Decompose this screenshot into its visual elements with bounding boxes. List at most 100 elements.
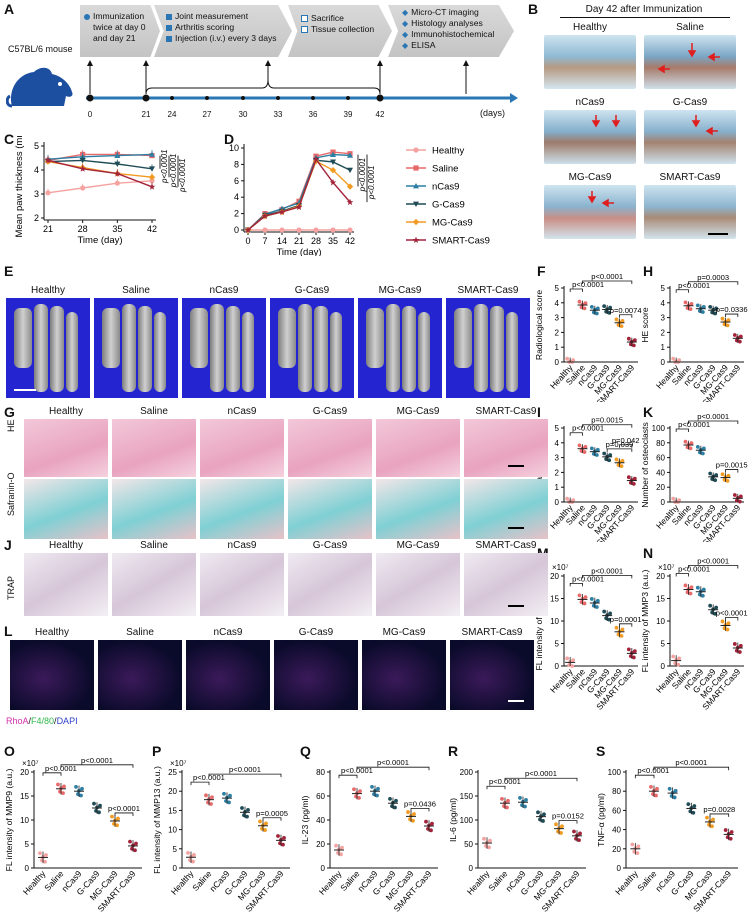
point-ncas9: [347, 152, 353, 158]
y-tick-label: 60: [656, 454, 665, 463]
timeline-tick-27: 27: [202, 110, 212, 119]
bone-shape: [138, 306, 152, 392]
data-point-ncas9: [79, 793, 83, 798]
histo-label-saline: Saline: [140, 406, 168, 417]
y-tick-label: 4: [555, 299, 560, 308]
data-point-smart-cas9: [737, 650, 742, 654]
data-point-g-cas9: [713, 611, 718, 616]
data-point-saline: [209, 802, 213, 806]
point-ncas9: [114, 152, 121, 158]
y-tick-label: 2: [34, 213, 39, 223]
data-point-smart-cas9: [626, 475, 631, 480]
y-axis-label: HE score: [640, 307, 650, 343]
significance-bracket: [208, 773, 282, 778]
y-tick-label: 15: [168, 806, 177, 815]
panel-label-n: N: [643, 545, 654, 561]
point-g-cas9: [347, 167, 353, 174]
data-point-ncas9: [375, 793, 379, 798]
significance-bracket: [569, 432, 583, 436]
y-tick-label: 20: [612, 845, 621, 854]
y-tick-label: 60: [612, 806, 621, 815]
point-mg-cas9: [329, 166, 337, 174]
significance-bracket: [338, 774, 358, 779]
data-point-smart-cas9: [424, 819, 428, 824]
y-tick-label: 0: [555, 662, 560, 671]
panel-label-j: J: [4, 537, 12, 553]
significance-bracket: [582, 424, 633, 428]
panel-label-g: G: [4, 404, 15, 420]
data-point-g-cas9: [692, 804, 697, 808]
data-point-smart-cas9: [276, 834, 280, 838]
y-tick-label: 10: [20, 816, 29, 825]
bone-shape: [122, 304, 136, 392]
significance-bracket: [60, 764, 134, 768]
data-point-smart-cas9: [578, 831, 582, 836]
mouse-label: C57BL/6 mouse: [8, 44, 73, 54]
photo-label-healthy: Healthy: [573, 22, 607, 33]
timeline-axis: [86, 60, 518, 103]
y-tick-label: 80: [316, 768, 325, 777]
data-point-g-cas9: [686, 802, 691, 807]
data-point-ncas9: [594, 453, 599, 457]
significance-bracket: [725, 617, 739, 621]
chart-legend: Healthy Saline nCas9 G-Cas9 MG-Cas9 SMART-Cas…: [406, 146, 490, 247]
data-point-ncas9: [589, 597, 594, 601]
data-point-saline: [654, 793, 658, 798]
p-value-label: p<0.0001: [358, 158, 367, 193]
scale-bar-j: [508, 605, 524, 607]
histo-label-mg-cas9: MG-Cas9: [396, 406, 440, 417]
y-tick-label: 25: [168, 768, 177, 777]
chart-p: 0 5 10 15 20 25×10⁷ FL intensity of MMP13 (a.u…: [152, 759, 290, 914]
data-point-ncas9: [700, 310, 705, 314]
fluorescence-healthy: [10, 640, 94, 710]
y-axis-label: Arthritis index: [222, 160, 225, 218]
y-tick-label: 20: [656, 572, 665, 581]
trap-stain-saline: [112, 553, 196, 616]
data-point-mg-cas9: [620, 459, 625, 463]
x-tick-label: 21: [43, 224, 53, 234]
bone-shape: [226, 306, 240, 392]
fl-label-saline: Saline: [126, 627, 154, 638]
data-point-mg-cas9: [264, 821, 268, 826]
series-line-smart-cas9: [47, 159, 153, 188]
y-tick-label: 6: [234, 176, 239, 186]
panel-label-q: Q: [300, 743, 311, 759]
p-value-label: p=0.0001: [610, 615, 642, 624]
data-point-healthy: [44, 853, 48, 857]
data-point-healthy: [334, 843, 338, 848]
point-smart-cas9: [329, 179, 337, 186]
data-point-healthy: [671, 356, 676, 361]
p-value-label: p<0.0001: [697, 412, 729, 421]
data-point-g-cas9: [714, 306, 719, 311]
trap-stain-healthy: [24, 553, 108, 616]
data-point-g-cas9: [708, 304, 713, 309]
data-point-saline: [583, 301, 588, 306]
data-point-mg-cas9: [116, 816, 120, 821]
y-tick-label: 3: [555, 314, 560, 323]
point-g-cas9: [79, 158, 86, 164]
data-point-g-cas9: [92, 801, 96, 806]
y-axis-label: IL-23 (pg/ml): [300, 796, 310, 845]
data-point-mg-cas9: [725, 479, 730, 483]
point-g-cas9: [114, 161, 121, 167]
data-point-smart-cas9: [737, 339, 742, 344]
chart-i: 012345Safranin-O scoreHealthySalinenCas9…: [534, 416, 640, 542]
data-point-ncas9: [518, 796, 522, 800]
trap-label-smart-cas9: SMART-Cas9: [475, 540, 537, 551]
scale-bar-e: [14, 389, 36, 391]
data-point-saline: [688, 446, 693, 451]
data-point-g-cas9: [708, 603, 713, 608]
p-value-label: p<0.0001: [178, 158, 187, 193]
stain-label-he: HE: [6, 419, 16, 432]
point-ncas9: [149, 151, 155, 157]
y-tick-label: 5: [34, 141, 39, 151]
point-smart-cas9: [44, 157, 52, 164]
timeline-box-measurement: Joint measurement Arthritis scoring Inje…: [154, 5, 292, 57]
y-tick-label: 1: [555, 343, 560, 352]
legend-marker-ncas9: [413, 183, 419, 189]
y-tick-label: 20: [656, 483, 665, 492]
data-point-healthy: [677, 656, 682, 661]
data-point-smart-cas9: [723, 828, 728, 832]
